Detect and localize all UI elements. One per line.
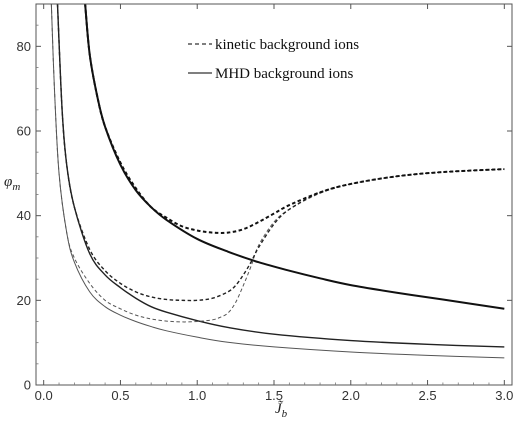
x-tick-label: 1.0 xyxy=(188,388,206,403)
x-tick-label: 2.5 xyxy=(419,388,437,403)
chart-axes: 0.0 0.5 1.0 1.5 2.0 2.5 3.0 0 20 40 60 80 xyxy=(17,3,513,403)
chart-series-group xyxy=(50,4,505,359)
legend-label-kinetic: kinetic background ions xyxy=(215,37,359,53)
y-axis-label-subscript: m xyxy=(12,181,20,193)
y-tick-label: 60 xyxy=(17,124,31,139)
y-axis-label-main: φ xyxy=(4,174,12,190)
y-tick-label: 80 xyxy=(17,39,31,54)
x-axis-label: J̃b xyxy=(275,401,288,420)
mhd-series-line-medium xyxy=(56,4,505,348)
x-tick-label: 1.5 xyxy=(265,388,283,403)
x-axis-label-main: J̃ xyxy=(275,401,283,417)
y-tick-label: 0 xyxy=(24,378,31,393)
x-tick-label: 0.0 xyxy=(35,388,53,403)
y-tick-label: 20 xyxy=(17,293,31,308)
x-tick-label: 0.5 xyxy=(111,388,129,403)
x-tick-label: 2.0 xyxy=(342,388,360,403)
y-axis-label: φm xyxy=(4,174,20,193)
x-axis-label-subscript: b xyxy=(282,408,288,420)
x-axis-title: J̃b xyxy=(275,401,288,420)
y-tick-label: 40 xyxy=(17,208,31,223)
legend-label-mhd: MHD background ions xyxy=(215,66,353,82)
y-axis-title: φm xyxy=(4,174,20,193)
legend: kinetic background ions MHD background i… xyxy=(188,37,359,82)
x-tick-label: 3.0 xyxy=(495,388,513,403)
